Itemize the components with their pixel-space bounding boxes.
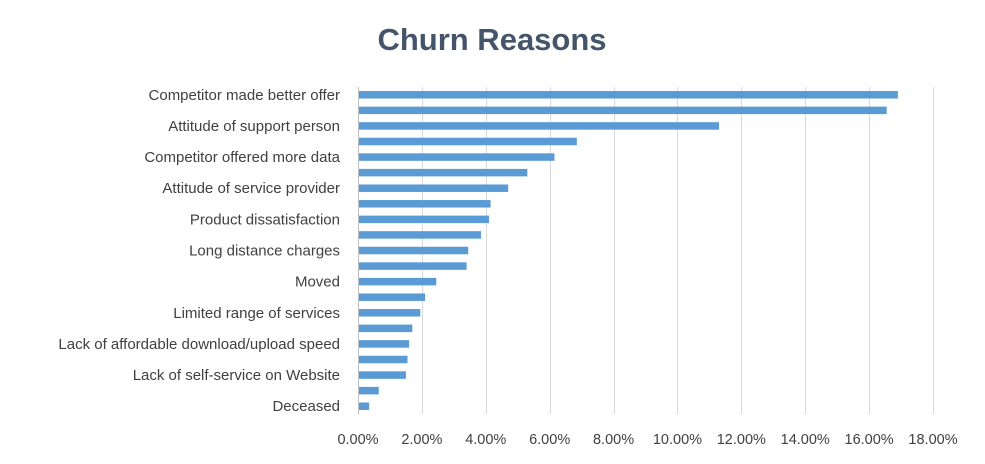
x-axis-tick-labels: 0.00% 2.00% 4.00% 6.00% 8.00% 10.00% 12.00% 14.… <box>337 432 957 448</box>
x-tick-label: 0.00% <box>337 432 378 448</box>
x-tick-label: 12.00% <box>717 432 766 448</box>
bar <box>359 91 898 99</box>
bar <box>359 402 370 410</box>
category-label: Competitor offered more data <box>144 149 340 166</box>
bar <box>359 168 528 177</box>
bar <box>359 122 719 130</box>
bar <box>359 153 555 161</box>
bar <box>359 340 410 348</box>
bar <box>359 246 469 255</box>
x-tick-label: 4.00% <box>465 432 506 448</box>
category-label: Product dissatisfaction <box>190 211 340 228</box>
x-tick-label: 14.00% <box>781 432 830 448</box>
x-tick-label: 6.00% <box>529 432 570 448</box>
bar <box>359 215 489 224</box>
category-label: Competitor made better offer <box>149 87 340 104</box>
x-tick-label: 16.00% <box>845 432 894 448</box>
bar <box>359 106 887 115</box>
bars <box>359 91 898 410</box>
category-label: Moved <box>295 274 340 291</box>
bar <box>359 355 408 364</box>
bar <box>359 293 426 301</box>
x-tick-label: 10.00% <box>653 432 702 448</box>
category-label: Limited range of services <box>173 305 340 322</box>
chart-title: Churn Reasons <box>377 22 606 57</box>
bar <box>359 137 577 146</box>
x-tick-label: 8.00% <box>593 432 634 448</box>
bar <box>359 371 406 379</box>
bar <box>359 262 467 270</box>
category-label: Deceased <box>272 398 340 415</box>
bar <box>359 200 491 208</box>
category-label: Lack of self-service on Website <box>133 367 340 384</box>
category-label: Attitude of support person <box>168 118 340 135</box>
category-labels: Competitor made better offer Attitude of … <box>58 87 340 415</box>
bar <box>359 309 421 317</box>
category-label: Lack of affordable download/upload speed <box>58 336 340 353</box>
bar <box>359 324 413 333</box>
category-label: Attitude of service provider <box>162 180 340 197</box>
bar <box>359 386 379 395</box>
x-tick-label: 2.00% <box>401 432 442 448</box>
bar <box>359 184 509 192</box>
x-tick-label: 18.00% <box>908 432 957 448</box>
bar <box>359 231 481 239</box>
bar <box>359 277 437 286</box>
category-label: Long distance charges <box>189 243 340 260</box>
